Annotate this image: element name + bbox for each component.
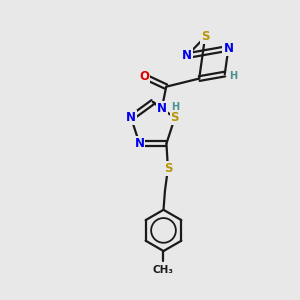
Text: N: N [182, 49, 192, 62]
Text: O: O [139, 70, 149, 83]
Text: N: N [126, 111, 136, 124]
Text: CH₃: CH₃ [153, 265, 174, 275]
Text: S: S [170, 111, 179, 124]
Text: N: N [224, 42, 233, 55]
Text: N: N [157, 102, 167, 115]
Text: N: N [134, 137, 144, 150]
Text: S: S [164, 162, 172, 175]
Text: H: H [229, 71, 237, 81]
Text: S: S [201, 31, 209, 44]
Text: H: H [171, 102, 179, 112]
